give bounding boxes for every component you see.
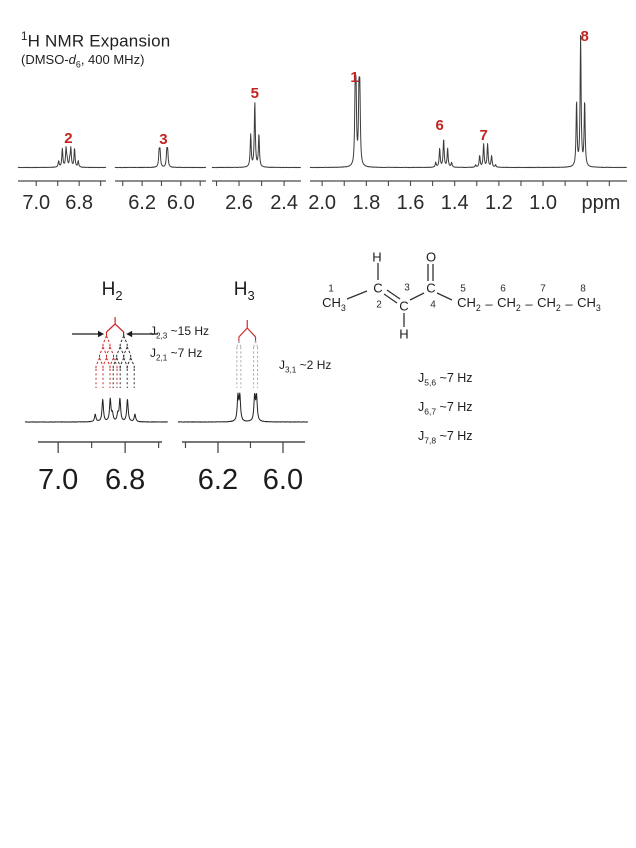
axis-tick-label: 6.8 [104,464,146,496]
axis-tick-label: 6.2 [197,464,239,496]
axis-tick-label: 1.6 [396,192,425,214]
axis-tick-label: 1.8 [352,192,381,214]
axis-tick-label: 2.4 [270,192,298,214]
peak-label-2: 2 [64,129,73,147]
axis-tick-label: 2.0 [308,192,337,214]
peak-label-6: 6 [435,116,444,134]
j-coupling-item-0: J5,6 ~7 Hz [418,371,473,388]
multiplet-title: H2 [101,279,123,303]
axis-tick-label: 6.0 [166,192,195,214]
structure-position-number-3: 3 [404,282,410,294]
structure-atom-1: O [425,249,437,265]
structure-atom-11: CH2 [537,295,561,313]
structure-atom-9: CH2 [497,295,521,313]
axis-tick-label: 1.2 [484,192,513,214]
structure-position-number-4: 4 [430,299,436,311]
axis-tick-label: 1.4 [440,192,469,214]
peak-label-1: 1 [350,68,359,86]
axis-tick-label: 6.2 [128,192,156,214]
peak-label-5: 5 [250,84,259,102]
structure-atom-0: H [372,249,382,265]
axis-tick-label: 7.0 [22,192,51,214]
multiplet-title: H3 [233,279,255,303]
peak-label-3: 3 [159,130,168,148]
structure-atom-5: H [399,326,409,342]
acquisition-conditions: (DMSO-d6, 400 MHz) [21,52,145,70]
structure-atom-13: CH3 [577,295,601,313]
j-coupling-annotation: J2,3 ~15 Hz [150,324,210,341]
j-coupling-annotation: J3,1 ~2 Hz [279,358,332,375]
structure-position-number-7: 7 [540,283,546,295]
overview-spectrum [17,34,627,186]
structure-atom-2: C [373,280,383,296]
j-coupling-annotation: J2,1 ~7 Hz [150,346,203,363]
peak-label-7: 7 [479,126,488,144]
axis-tick-label: 7.0 [37,464,79,496]
axis-tick-label: 2.6 [225,192,253,214]
axis-tick-label: 6.8 [65,192,94,214]
peak-label-8: 8 [580,27,589,45]
structure-position-number-5: 5 [460,283,466,295]
axis-tick-label: 1.0 [529,192,557,214]
structure-atom-6: CH3 [322,295,346,313]
structure-atom-8: – [485,296,493,312]
structure-atom-7: CH2 [457,295,481,313]
structure-position-number-8: 8 [580,283,586,295]
structure-position-number-6: 6 [500,283,506,295]
coupling-expansion-spectrum [24,317,309,453]
structure-atom-4: C [426,280,436,296]
axis-tick-label: 6.0 [262,464,304,496]
structure-position-number-1: 1 [328,283,334,295]
figure-title: 1H NMR Expansion [21,31,171,51]
molecule-structure-bonds [346,263,453,327]
structure-atom-12: – [565,296,573,312]
axis-unit-label: ppm [581,192,621,214]
structure-atom-3: C [399,298,409,314]
structure-position-number-2: 2 [376,299,382,311]
structure-atom-10: – [525,296,533,312]
j-coupling-item-1: J6,7 ~7 Hz [418,400,473,417]
j-coupling-item-2: J7,8 ~7 Hz [418,429,473,446]
